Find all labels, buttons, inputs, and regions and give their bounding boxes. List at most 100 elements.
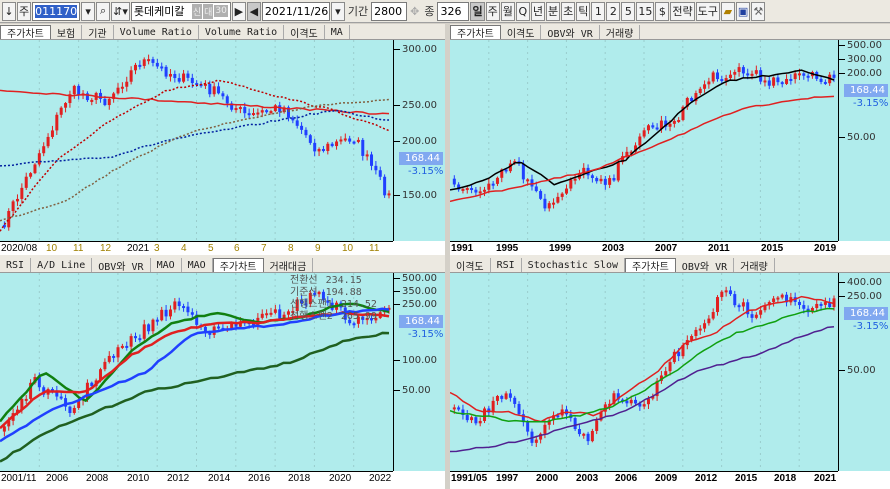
search-icon[interactable]: ⌕ <box>96 1 111 21</box>
next-button[interactable]: ▶ <box>231 1 246 21</box>
chart-plot-area[interactable]: 400.00 250.00 50.00 168.44 -3.15% <box>450 273 890 471</box>
tab-주가차트[interactable]: 주가차트 <box>450 25 501 39</box>
date-dropdown-button[interactable]: ▾ <box>330 1 345 21</box>
indicator-line <box>0 98 390 222</box>
interval-button[interactable]: 15 <box>636 1 655 21</box>
tab-거래량[interactable]: 거래량 <box>600 25 641 39</box>
wrench-icon[interactable]: ⚒ <box>751 1 766 21</box>
period-label: 기간 <box>347 5 369 18</box>
last-price-tag: 168.44 <box>844 307 888 320</box>
tab-rsi[interactable]: RSI <box>491 258 522 272</box>
interval-button[interactable]: Q <box>515 1 530 21</box>
tab-volume-ratio[interactable]: Volume Ratio <box>199 25 285 39</box>
y-axis: 400.00 250.00 50.00 168.44 -3.15% <box>838 273 890 471</box>
interval-button[interactable]: 1 <box>591 1 606 21</box>
indicator-line <box>0 79 390 232</box>
main-toolbar: ↓ 주 011170 ▾ ⌕ ⇵▾ 롯데케미칼 신 대 30 ▶ ◀ 2021/11… <box>0 0 890 23</box>
count-input[interactable]: 326 <box>437 1 470 21</box>
legend-name: 선행스팬1 <box>290 299 333 310</box>
tab-거래대금[interactable]: 거래대금 <box>264 258 314 272</box>
strategy-button[interactable]: 전략 <box>670 1 695 21</box>
indicator-line <box>0 109 390 167</box>
chart-plot-area[interactable]: 500.00 300.00 200.00 50.00 168.44 -3.15% <box>450 40 890 241</box>
interval-button[interactable]: 일 <box>470 1 485 21</box>
tab-obv와-vr[interactable]: OBV와 VR <box>92 258 151 272</box>
tab-obv와-vr[interactable]: OBV와 VR <box>541 25 600 39</box>
currency-button[interactable]: $ <box>655 1 670 21</box>
tab-주가차트[interactable]: 주가차트 <box>624 258 676 272</box>
x-tick-label: 8 <box>288 243 294 254</box>
interval-button[interactable]: 주 <box>485 1 500 21</box>
move-icon[interactable]: ✥ <box>410 4 420 18</box>
x-tick-label: 3 <box>154 243 160 254</box>
tab-mao[interactable]: MAO <box>182 258 213 272</box>
stock-name-field[interactable]: 롯데케미칼 신 대 30 <box>130 1 231 21</box>
tab-주가차트[interactable]: 주가차트 <box>0 25 51 39</box>
interval-button[interactable]: 2 <box>606 1 621 21</box>
x-axis: 1991/05 1997 2000 2003 2006 2009 2012 2015 2018 2… <box>450 471 838 485</box>
x-tick-label: 2003 <box>602 243 625 254</box>
code-dropdown-button[interactable]: ▾ <box>81 1 96 21</box>
chart-plot-area[interactable]: 500.00 350.00 250.00 100.00 50.00 168.44 -3.15… <box>0 273 445 471</box>
tools-button[interactable]: 도구 <box>695 1 720 21</box>
interval-button[interactable]: 년 <box>530 1 545 21</box>
legend-value: 214.52 <box>340 299 377 310</box>
tab-보험[interactable]: 보험 <box>51 25 83 39</box>
x-tick-label: 2011 <box>708 243 730 254</box>
date-input[interactable]: 2021/11/26 <box>261 1 330 21</box>
tab-a/d-line[interactable]: A/D Line <box>31 258 93 272</box>
interval-button[interactable]: 초 <box>561 1 576 21</box>
interval-button[interactable]: 틱 <box>576 1 591 21</box>
tab-mao[interactable]: MAO <box>151 258 182 272</box>
chart-plot-area[interactable]: 300.00 250.00 200.00 150.00 168.44 -3.15% <box>0 40 445 241</box>
interval-button[interactable]: 월 <box>500 1 515 21</box>
y-tick-label: 500.00 <box>839 40 882 52</box>
indicator-line <box>0 307 390 443</box>
price-chart[interactable] <box>0 273 393 471</box>
x-axis: 2001/11 2006 2008 2010 2012 2014 2016 2018 2020 2… <box>0 471 393 485</box>
badge-30: 30 <box>214 5 228 17</box>
tab-rsi[interactable]: RSI <box>0 258 32 272</box>
x-tick-label: 2021 <box>127 243 150 254</box>
period-input[interactable]: 2800 <box>371 1 408 21</box>
chart-panel-tr: 주가차트 이격도 OBV와 VR 거래량 500.00 300.00 200.00 50.00… <box>450 24 890 288</box>
y-tick-label: 100.00 <box>394 355 437 367</box>
folder-open-icon[interactable]: ▰ <box>720 1 735 21</box>
indicator-line <box>0 311 390 430</box>
down-arrow-button[interactable]: ↓ <box>2 1 16 21</box>
tab-이격도[interactable]: 이격도 <box>284 25 325 39</box>
prev-button[interactable]: ◀ <box>246 1 261 21</box>
tab-ma[interactable]: MA <box>325 25 350 39</box>
legend-name: 기준선 <box>290 287 318 298</box>
indicator-line <box>0 331 390 463</box>
tab-이격도[interactable]: 이격도 <box>501 25 542 39</box>
y-tick-label: 50.00 <box>839 132 876 144</box>
x-tick-label: 6 <box>234 243 240 254</box>
tab-기관[interactable]: 기관 <box>82 25 114 39</box>
legend-row: 기준선 194.88 <box>290 287 377 299</box>
tab-이격도[interactable]: 이격도 <box>450 258 491 272</box>
stock-code-input[interactable]: 011170 <box>32 1 81 21</box>
legend-row: 선행스팬2 265.99 <box>290 311 377 323</box>
interval-button[interactable]: 분 <box>545 1 561 21</box>
count-label: 종 <box>424 5 435 18</box>
week-button[interactable]: 주 <box>17 1 32 21</box>
price-chart[interactable] <box>450 40 838 241</box>
x-tick-label: 11 <box>73 243 84 254</box>
list-icon[interactable]: ⇵▾ <box>111 1 130 21</box>
save-icon[interactable]: ▣ <box>735 1 751 21</box>
price-chart[interactable] <box>450 273 838 471</box>
y-tick-label: 50.00 <box>394 385 431 397</box>
stock-name: 롯데케미칼 <box>133 5 185 18</box>
tab-주가차트[interactable]: 주가차트 <box>212 258 264 272</box>
tab-stochastic-slow[interactable]: Stochastic Slow <box>522 258 625 272</box>
badge-loan: 대 <box>203 3 214 19</box>
tab-volume-ratio[interactable]: Volume Ratio <box>114 25 199 39</box>
indicator-line <box>0 89 390 115</box>
y-tick-label: 250.00 <box>839 291 882 303</box>
legend-value: 234.15 <box>325 275 362 286</box>
price-chart[interactable] <box>0 40 393 241</box>
interval-button[interactable]: 5 <box>621 1 636 21</box>
tab-거래량[interactable]: 거래량 <box>734 258 775 272</box>
tab-obv와-vr[interactable]: OBV와 VR <box>676 258 735 272</box>
